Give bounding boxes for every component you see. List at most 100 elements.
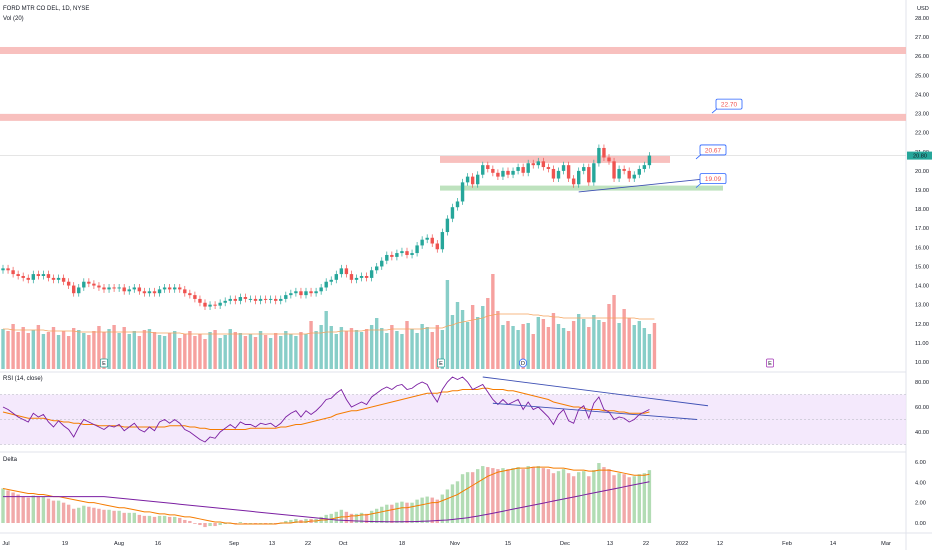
delta-bar xyxy=(218,523,222,526)
volume-bar xyxy=(61,331,66,369)
volume-bar xyxy=(299,332,303,369)
volume-bar xyxy=(476,317,480,369)
volume-bar xyxy=(380,328,384,369)
candle-body xyxy=(415,245,419,254)
candle-body xyxy=(556,170,561,179)
delta-bar xyxy=(410,502,414,523)
volume-bar xyxy=(511,326,515,369)
rsi-line xyxy=(2,376,650,443)
volume-bar xyxy=(97,326,101,369)
delta-bar xyxy=(41,496,46,523)
price-tick-label: 13.00 xyxy=(915,303,929,309)
volume-bar xyxy=(314,331,318,369)
volume-bar xyxy=(496,311,500,369)
delta-bar xyxy=(304,518,308,523)
volume-bar xyxy=(395,331,399,369)
event-marker xyxy=(519,358,527,368)
candle-body xyxy=(21,276,25,278)
candle-body xyxy=(450,207,455,219)
candle-body xyxy=(238,297,243,301)
candle-body xyxy=(390,254,394,257)
volume-bar xyxy=(597,320,601,369)
candle-body xyxy=(354,277,359,280)
time-axis-label: 18 xyxy=(399,541,405,547)
time-axis-label: 13 xyxy=(269,541,275,547)
price-tick-label: 12.00 xyxy=(915,322,929,328)
candle-body xyxy=(284,295,288,299)
delta-bar xyxy=(16,494,20,523)
volume-bar xyxy=(112,325,116,369)
volume-bar xyxy=(561,328,566,369)
candle-body xyxy=(587,167,591,183)
volume-bar xyxy=(16,332,20,369)
resistance-band xyxy=(440,155,670,163)
volume-bar xyxy=(592,315,596,369)
volume-bar xyxy=(632,325,636,369)
candle-body xyxy=(440,232,445,250)
delta-bar xyxy=(183,519,187,523)
candle-body xyxy=(647,155,652,166)
delta-bar xyxy=(243,523,248,524)
candle-body xyxy=(87,281,91,284)
volume-bar xyxy=(349,328,354,369)
candle-body xyxy=(465,176,470,183)
volume-bar xyxy=(556,324,561,369)
time-axis-label: Sep xyxy=(229,541,239,547)
candle-body xyxy=(324,281,328,288)
candle-body xyxy=(132,287,136,290)
volume-bar xyxy=(637,321,641,369)
resistance-band xyxy=(0,46,906,54)
rsi-tick-label: 60.00 xyxy=(915,405,929,411)
candle-body xyxy=(566,165,571,179)
candle-body xyxy=(223,300,227,303)
candle-body xyxy=(405,251,409,255)
volume-bar xyxy=(268,338,273,369)
delta-bar xyxy=(385,504,389,523)
volume-bar xyxy=(516,330,520,369)
candle-body xyxy=(571,178,576,185)
volume-bar xyxy=(587,327,591,369)
volume-bar xyxy=(82,333,86,369)
delta-bar xyxy=(66,504,71,523)
delta-bar xyxy=(127,512,131,523)
delta-bar xyxy=(238,521,243,523)
candle-body xyxy=(380,260,384,267)
price-tick-label: 15.00 xyxy=(915,264,929,270)
event-marker-label: E xyxy=(439,361,443,367)
delta-bar xyxy=(193,523,197,524)
volume-bar xyxy=(238,333,243,369)
time-axis-label: Mar xyxy=(881,541,891,547)
candle-body xyxy=(445,218,450,233)
candle-body xyxy=(592,163,596,183)
delta-bar xyxy=(31,495,35,523)
delta-bar xyxy=(491,468,495,523)
volume-indicator-label[interactable]: Vol (20) xyxy=(3,16,24,22)
candle-body xyxy=(248,298,253,300)
delta-bar xyxy=(36,496,41,523)
symbol-title[interactable]: FORD MTR CO DEL, 1D, NYSE xyxy=(3,6,89,12)
volume-bar xyxy=(602,322,606,369)
candle-body xyxy=(258,298,263,301)
candle-body xyxy=(152,291,157,294)
delta-bar xyxy=(506,469,510,523)
delta-bar xyxy=(531,467,535,523)
price-tick-label: 11.00 xyxy=(915,341,929,347)
time-axis-label: 14 xyxy=(830,541,836,547)
rsi-indicator-label[interactable]: RSI (14, close) xyxy=(3,376,43,382)
volume-bar xyxy=(319,325,323,369)
volume-bar xyxy=(87,335,91,369)
candle-body xyxy=(142,291,147,294)
delta-bar xyxy=(344,511,349,523)
delta-bar xyxy=(617,473,621,523)
delta-bar xyxy=(268,523,273,524)
event-marker-label: D xyxy=(521,361,525,367)
candle-body xyxy=(268,298,273,300)
delta-indicator-label[interactable]: Delta xyxy=(3,457,18,463)
candle-body xyxy=(102,287,106,290)
time-axis-label: 12 xyxy=(717,541,723,547)
delta-bar xyxy=(577,472,581,523)
delta-bar xyxy=(465,472,470,523)
delta-bar xyxy=(597,463,601,523)
delta-bar xyxy=(122,512,126,523)
candle-body xyxy=(294,291,298,294)
